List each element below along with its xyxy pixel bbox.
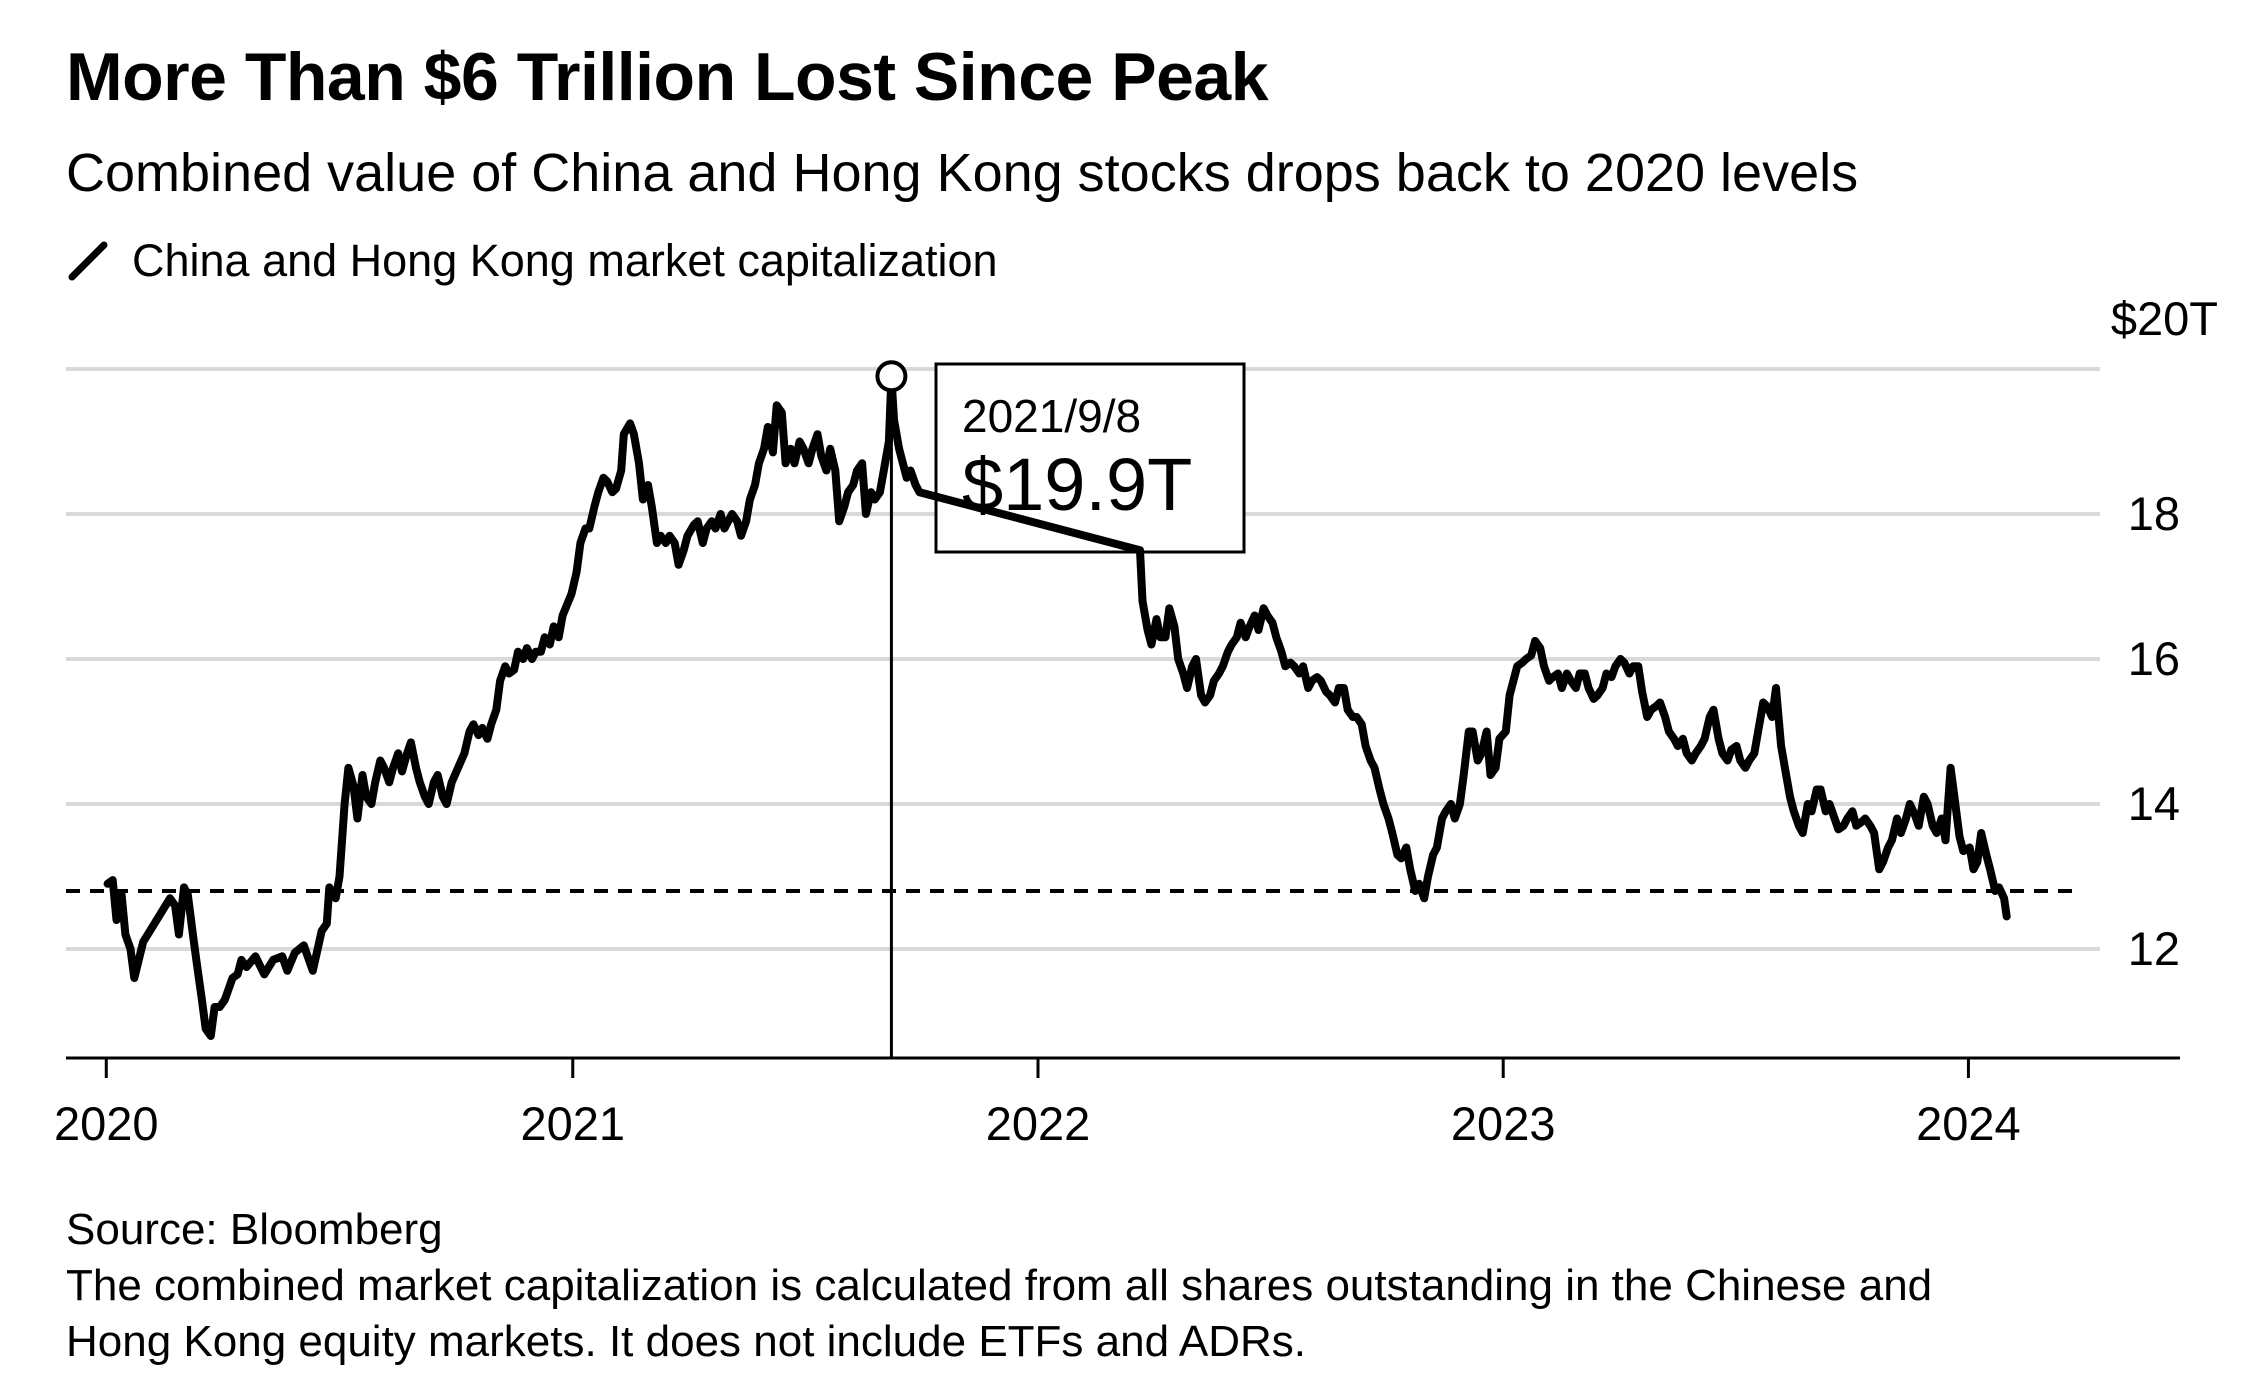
legend: China and Hong Kong market capitalizatio… (66, 234, 998, 288)
x-tick-label-2020: 2020 (54, 1097, 159, 1150)
series-line-market-cap (103, 372, 2011, 1040)
methodology-note-line-1: The combined market capitalization is ca… (66, 1261, 1933, 1310)
peak-callout-date: 2021/9/8 (962, 390, 1141, 442)
gridlines (66, 367, 2100, 951)
x-tick-label-2021: 2021 (520, 1097, 625, 1150)
footer: Source: Bloomberg The combined market ca… (66, 1202, 2216, 1370)
x-tick-label-2023: 2023 (1451, 1097, 1556, 1150)
legend-line-swatch (68, 241, 108, 281)
peak-marker (875, 360, 908, 393)
x-axis (66, 1056, 2180, 1078)
series-layer (103, 360, 2011, 1040)
x-tick-label-2024: 2024 (1916, 1097, 2021, 1150)
source-note: Source: Bloomberg (66, 1205, 443, 1254)
y-tick-label-20: $20T (2111, 292, 2218, 345)
y-tick-label-16: 16 (2128, 632, 2180, 685)
peak-callout-box (934, 362, 1246, 554)
tick-labels: $20T 18 16 14 12 2020 2021 2022 2023 2024 (54, 292, 2218, 1150)
y-tick-label-18: 18 (2128, 487, 2180, 540)
methodology-note-line-2: Hong Kong equity markets. It does not in… (66, 1317, 1306, 1366)
y-tick-label-12: 12 (2128, 922, 2180, 975)
legend-label: China and Hong Kong market capitalizatio… (132, 235, 998, 286)
chart-subtitle: Combined value of China and Hong Kong st… (66, 143, 1859, 203)
highlight-layer: 2021/9/8$19.9T (889, 362, 1246, 1058)
chart-title: More Than $6 Trillion Lost Since Peak (66, 39, 1269, 115)
y-tick-label-14: 14 (2128, 777, 2180, 830)
x-tick-label-2022: 2022 (986, 1097, 1091, 1150)
